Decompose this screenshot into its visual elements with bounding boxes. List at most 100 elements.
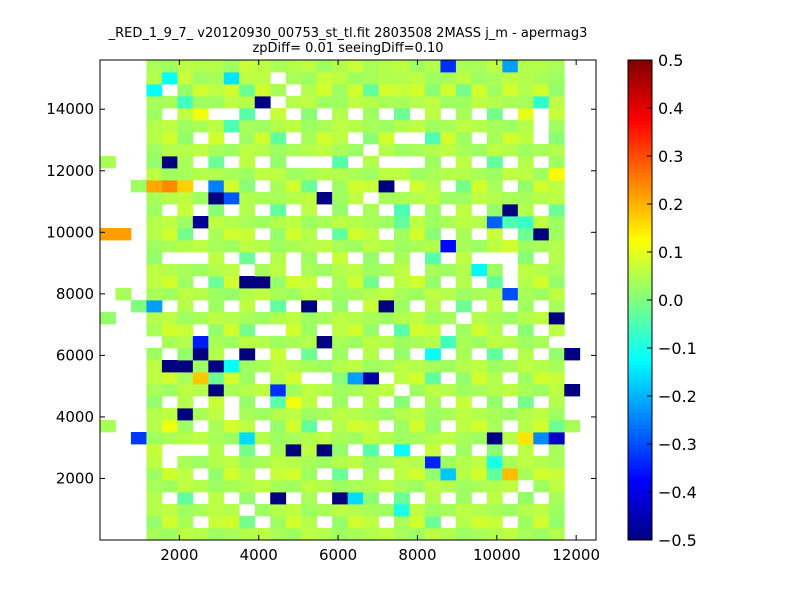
heatmap-cell (455, 444, 472, 457)
colorbar-segment (628, 208, 652, 213)
heatmap-cell (192, 384, 209, 397)
heatmap-cell (347, 228, 364, 241)
heatmap-cell (363, 456, 379, 469)
heatmap-cell (517, 492, 534, 505)
heatmap-cell (285, 168, 302, 181)
heatmap-cell (347, 216, 364, 229)
heatmap-cell (486, 108, 503, 121)
heatmap-cell (517, 324, 534, 337)
heatmap-cell (208, 420, 225, 433)
heatmap-cell (192, 120, 209, 133)
heatmap-cell (177, 324, 194, 337)
colorbar-segment (628, 432, 652, 437)
heatmap-cell (394, 516, 410, 529)
heatmap-cell (254, 60, 271, 73)
heatmap-cell (548, 300, 565, 313)
heatmap-cell (146, 132, 163, 145)
heatmap-cell (332, 192, 349, 205)
heatmap-cell (548, 396, 565, 409)
heatmap-cell (455, 336, 472, 349)
heatmap-cell (455, 432, 472, 445)
heatmap-cell (363, 132, 379, 145)
heatmap-cell (409, 360, 426, 373)
heatmap-cell (254, 480, 271, 493)
colorbar-segment (628, 140, 652, 145)
heatmap-cell (285, 396, 302, 409)
heatmap-cell (177, 228, 194, 241)
heatmap-cell (409, 516, 426, 529)
heatmap-cell (146, 396, 163, 409)
heatmap-cell (332, 240, 349, 253)
heatmap-cell (394, 480, 410, 493)
heatmap-cell (239, 120, 256, 133)
heatmap-cell (394, 228, 410, 241)
heatmap-cell (285, 516, 302, 529)
heatmap-cell (517, 264, 534, 277)
heatmap-cell (161, 384, 178, 397)
colorbar-segment (628, 268, 652, 273)
heatmap-cell (471, 288, 488, 301)
heatmap-cell (424, 444, 441, 457)
heatmap-cell (301, 384, 318, 397)
colorbar-segment (628, 244, 652, 249)
colorbar-segment (628, 68, 652, 73)
heatmap-cell (208, 348, 225, 361)
heatmap-cell (486, 276, 503, 289)
heatmap-cell (146, 72, 163, 85)
heatmap-cell (192, 360, 209, 373)
heatmap-cell (471, 432, 488, 445)
colorbar-segment (628, 104, 652, 109)
heatmap-cell (301, 420, 318, 433)
heatmap-cell (471, 468, 488, 481)
heatmap-cell (409, 168, 426, 181)
heatmap-cell (177, 60, 194, 73)
y-tick-label: 6000 (56, 346, 94, 364)
heatmap-cell (471, 144, 488, 157)
heatmap-cell (440, 60, 457, 73)
heatmap-cell (440, 480, 457, 493)
heatmap-cell (223, 96, 240, 109)
y-tick-label: 12000 (46, 162, 94, 180)
plot-frame (99, 59, 597, 541)
y-tick-label: 10000 (46, 223, 94, 241)
heatmap-cell (146, 120, 163, 133)
heatmap-cell (316, 384, 333, 397)
heatmap-cell (316, 264, 333, 277)
heatmap-cell (486, 240, 503, 253)
heatmap-cell (270, 396, 287, 409)
heatmap-cell (409, 60, 426, 73)
heatmap-cell (239, 180, 256, 193)
heatmap-cell (332, 324, 349, 337)
heatmap-cell (455, 480, 472, 493)
heatmap-cell (332, 336, 349, 349)
heatmap-cell (316, 132, 333, 145)
heatmap-cell (161, 132, 178, 145)
heatmap-cell (316, 480, 333, 493)
heatmap-cell (394, 204, 410, 217)
heatmap-cell (208, 84, 225, 97)
heatmap-cell (486, 72, 503, 85)
heatmap-cell (347, 492, 364, 505)
heatmap-cell (533, 144, 550, 157)
heatmap-cell (363, 336, 379, 349)
heatmap-cell (177, 468, 194, 481)
heatmap-cell (192, 72, 209, 85)
heatmap-cell (146, 240, 163, 253)
heatmap-cell (316, 144, 333, 157)
colorbar-segment (628, 340, 652, 345)
heatmap-cell (486, 180, 503, 193)
heatmap-cell (533, 384, 550, 397)
heatmap-cell (332, 504, 349, 517)
heatmap-cell (517, 420, 534, 433)
heatmap-cell (192, 504, 209, 517)
heatmap-cell (192, 216, 209, 229)
colorbar-segment (628, 148, 652, 153)
heatmap-cell (363, 372, 379, 385)
heatmap-cell (502, 240, 519, 253)
heatmap-cell (363, 72, 379, 85)
colorbar-tick-label: 0.1 (658, 243, 683, 262)
heatmap-cell (332, 264, 349, 277)
colorbar-segment (628, 80, 652, 85)
heatmap-cell (347, 192, 364, 205)
colorbar-segment (628, 240, 652, 245)
